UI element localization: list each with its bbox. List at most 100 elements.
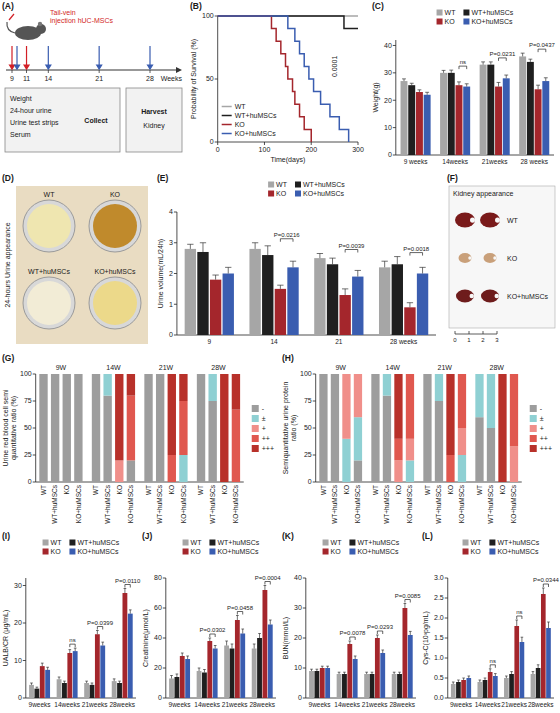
error-bar xyxy=(310,669,313,671)
bar-segment xyxy=(156,374,164,375)
bar xyxy=(493,676,498,698)
legend-item: WT+huMSCs xyxy=(463,9,513,16)
ruler-label: 2 xyxy=(481,337,485,343)
x-tick-label: 21weeks xyxy=(222,701,248,708)
annotation: P=0.0018 xyxy=(403,246,430,252)
bar-segment xyxy=(197,374,205,375)
error-bar xyxy=(343,672,346,674)
y-tick xyxy=(174,335,177,336)
x-axis xyxy=(218,142,358,143)
kidney xyxy=(456,290,474,303)
bracket xyxy=(345,250,358,253)
y-tick-label: 50 xyxy=(206,75,214,82)
bar-segment xyxy=(342,374,350,375)
legend-swatch xyxy=(323,540,329,546)
bar xyxy=(287,267,298,335)
bar-segment xyxy=(144,374,152,375)
bar-segment xyxy=(371,374,379,375)
bar xyxy=(535,89,542,155)
legend-item: KO+huMSCs xyxy=(295,190,345,197)
bar xyxy=(207,641,212,698)
harvest-item: Kidney xyxy=(143,122,165,130)
error-bar xyxy=(30,683,33,685)
y-axis xyxy=(217,16,218,142)
x-tick-label: 14weeks xyxy=(475,701,501,708)
timeline xyxy=(6,69,178,70)
bar xyxy=(451,684,456,698)
y-tick xyxy=(313,374,316,375)
injection-label: injection hUC-MSCs xyxy=(50,17,114,25)
x-tick-label: KO xyxy=(116,485,123,494)
marks xyxy=(185,243,429,335)
bar-segment xyxy=(51,374,59,375)
bar xyxy=(185,249,196,335)
y-axis-title: Urine volume(mL/24h) xyxy=(157,239,165,308)
bar-segment xyxy=(74,374,82,375)
legend-swatch xyxy=(530,405,537,412)
bar xyxy=(197,671,202,698)
annotation: P=0.0302 xyxy=(200,627,227,633)
bar-panel: (E)Urine volume(mL/24h)01234WTWT+huMSCsK… xyxy=(157,173,436,345)
bar-segment xyxy=(319,374,327,375)
legend-item: + xyxy=(530,425,544,432)
x-tick-label: KO xyxy=(221,485,228,494)
legend-item: - xyxy=(252,405,265,412)
bar-segment xyxy=(208,374,216,401)
x-tick-label: KO+huMSCs xyxy=(232,484,239,523)
error-bar xyxy=(85,681,88,683)
bar xyxy=(262,590,267,698)
bracket xyxy=(350,637,355,640)
error-bar xyxy=(354,656,357,659)
legend-label: KO xyxy=(471,548,482,555)
bar-panel: (L)Cys-C(10³pg/mL)0.00.51.01.52.02.53.0W… xyxy=(422,531,559,708)
bar xyxy=(461,680,466,698)
y-tick xyxy=(393,100,396,101)
bar-segment xyxy=(371,374,379,375)
error-bar xyxy=(365,672,368,674)
bar xyxy=(416,92,423,155)
error-bar xyxy=(489,669,492,672)
y-tick xyxy=(215,79,218,80)
bar-segment xyxy=(342,374,350,439)
legend-swatch xyxy=(222,106,232,108)
x-tick-label: 9weeks xyxy=(169,701,192,708)
x-tick-label: KO xyxy=(343,485,350,494)
error-bar xyxy=(96,631,99,635)
annotation: P=0.0399 xyxy=(87,620,114,626)
bar xyxy=(327,264,338,335)
error-bar xyxy=(68,650,71,653)
bar xyxy=(90,685,95,698)
bracket xyxy=(237,612,242,615)
bar xyxy=(224,646,229,699)
y-axis xyxy=(447,578,448,698)
error-bar xyxy=(214,646,217,649)
syringe xyxy=(9,14,14,20)
bar-segment xyxy=(319,374,327,482)
bar-segment xyxy=(156,374,164,375)
legend-label: ++ xyxy=(540,435,548,442)
legend-swatch xyxy=(530,435,537,442)
y-tick-label: 30 xyxy=(294,604,302,611)
kidney xyxy=(459,253,472,263)
error-bar xyxy=(321,666,324,668)
bar xyxy=(29,685,34,698)
legend-item: WT+huMSCs xyxy=(209,539,259,546)
bar-segment xyxy=(115,374,123,460)
mouse-tail xyxy=(7,22,15,33)
error-bar xyxy=(329,258,335,264)
x-tick-label: WT xyxy=(372,485,379,495)
legend-swatch xyxy=(463,10,469,16)
bar-segment xyxy=(319,374,327,375)
bar xyxy=(536,668,541,698)
legend-swatch xyxy=(489,549,495,555)
x-tick xyxy=(264,142,265,145)
y-tick-label: 2.0 xyxy=(434,614,444,621)
legend-label: + xyxy=(540,425,544,432)
y-tick-label: 2 xyxy=(169,270,173,277)
legend-swatch xyxy=(530,425,537,432)
kidney-hilum xyxy=(493,256,496,260)
legend-swatch xyxy=(530,445,537,452)
error-bar xyxy=(113,679,116,681)
error-bar xyxy=(425,92,429,94)
y-tick-label: 30 xyxy=(14,582,22,589)
